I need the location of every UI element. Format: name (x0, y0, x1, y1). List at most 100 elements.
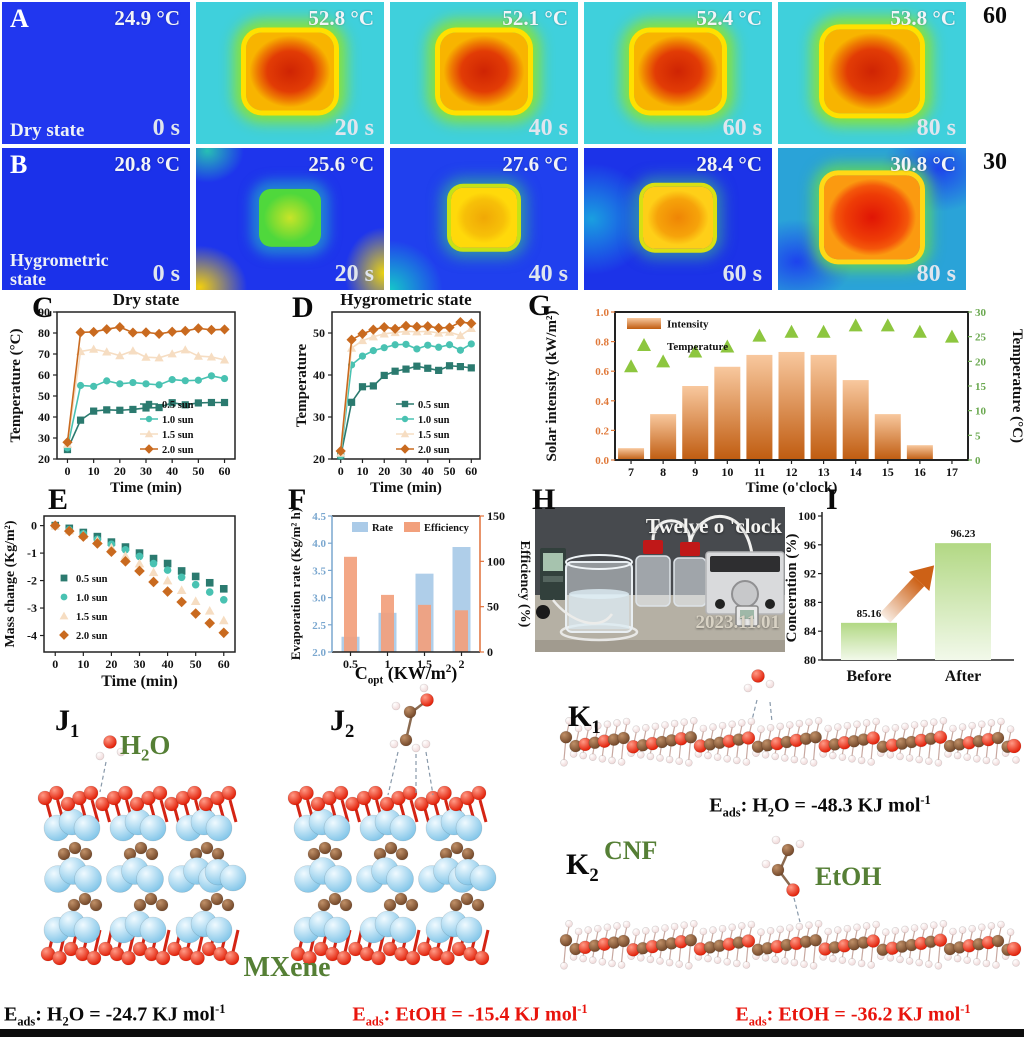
svg-text:2.5: 2.5 (312, 620, 326, 632)
svg-text:100: 100 (487, 554, 505, 568)
svg-text:14: 14 (850, 465, 862, 479)
thermal-frame-hyg-4: 30.8 °C 80 s (778, 148, 966, 290)
eads-mxene-etoh: Eads: EtOH = -15.4 KJ mol-1 (352, 1002, 588, 1029)
colorbar-min: 20 (983, 114, 1007, 140)
svg-text:0.6: 0.6 (595, 366, 609, 378)
svg-text:16: 16 (914, 465, 926, 479)
svg-text:1.0 sun: 1.0 sun (162, 415, 194, 426)
svg-text:12: 12 (786, 465, 798, 479)
panel-letter-b: B (10, 150, 28, 179)
svg-text:20: 20 (105, 657, 117, 671)
svg-text:90: 90 (38, 305, 50, 319)
svg-text:20: 20 (114, 464, 126, 478)
svg-text:30: 30 (38, 431, 50, 445)
panel-letter-f: F (288, 483, 307, 516)
temperature-readout: 28.4 °C (696, 152, 762, 176)
svg-text:0: 0 (975, 455, 981, 467)
svg-text:Before: Before (846, 668, 891, 685)
svg-text:1.0: 1.0 (595, 307, 609, 319)
svg-text:1.5 sun: 1.5 sun (162, 430, 194, 441)
svg-text:Dry state: Dry state (113, 290, 180, 309)
svg-text:2.0: 2.0 (312, 647, 326, 659)
svg-text:0.5 sun: 0.5 sun (162, 400, 194, 411)
panel-letter-k1: K1 (568, 700, 601, 738)
svg-text:40: 40 (166, 464, 178, 478)
temperature-readout: 27.6 °C (502, 152, 568, 176)
svg-text:0.5 sun: 0.5 sun (418, 400, 450, 411)
chart-E: 0 10 20 30 40 50 60 0 -1 -2 -3 -4 0.5 sun 1.0 sun 1.5 … (3, 515, 236, 690)
svg-text:0: 0 (52, 657, 58, 671)
h2o-molecule-j1 (95, 735, 126, 793)
time-stamp: 60 s (722, 261, 762, 287)
svg-text:0.4: 0.4 (595, 396, 609, 408)
thermal-frame-hyg-3: 28.4 °C 60 s (584, 148, 772, 290)
thermal-frame-dry-1: 52.8 °C 20 s (196, 2, 384, 144)
colorbar-min: 20 (983, 260, 1007, 286)
colorbar-max: 60 (983, 3, 1007, 29)
photo-date: 2023.11.01 (695, 612, 780, 633)
svg-text:0.0: 0.0 (595, 455, 609, 467)
svg-text:4.5: 4.5 (312, 511, 326, 523)
time-stamp: 40 s (528, 261, 568, 287)
state-label-dry: Dry state (10, 119, 85, 141)
svg-text:40: 40 (313, 368, 325, 382)
chart-D: 0 10 20 30 40 50 60 20 30 40 50 Hygrometric state 0.… (294, 290, 481, 496)
hot-spot (634, 32, 722, 111)
temperature-readout: 52.4 °C (696, 6, 762, 30)
panel-letter-c: C (32, 291, 54, 324)
svg-text:30: 30 (975, 307, 987, 319)
svg-text:30: 30 (140, 464, 152, 478)
thermal-frame-dry-3: 52.4 °C 60 s (584, 2, 772, 144)
svg-text:1.0 sun: 1.0 sun (418, 415, 450, 426)
panel-letter-i: I (826, 483, 838, 516)
svg-text:70: 70 (38, 347, 50, 361)
panel-letter-e: E (48, 483, 69, 516)
svg-text:50: 50 (444, 464, 456, 478)
time-stamp: 20 s (334, 261, 374, 287)
svg-text:40: 40 (422, 464, 434, 478)
hot-spot (440, 32, 528, 111)
f-xlabel: Copt (KW/m2) (354, 663, 458, 687)
svg-text:-3: -3 (27, 601, 37, 615)
svg-text:Time (min): Time (min) (101, 673, 178, 690)
svg-text:85.16: 85.16 (857, 608, 882, 620)
svg-text:60: 60 (218, 657, 230, 671)
time-stamp: 40 s (528, 115, 568, 141)
svg-text:92: 92 (804, 567, 816, 581)
hot-spot (643, 186, 713, 249)
chart-I: 80 84 88 92 96 100 85.16 Before 96.23 After Concer… (784, 509, 1014, 685)
svg-text:Temperature (°C): Temperature (°C) (1009, 329, 1024, 443)
photo-caption: Twelve o 'clock (645, 514, 782, 538)
svg-text:84: 84 (804, 624, 816, 638)
hot-spot (824, 29, 920, 114)
svg-text:80: 80 (38, 326, 50, 340)
cnf-label: CNF (604, 836, 658, 865)
svg-text:2: 2 (459, 657, 465, 671)
svg-text:150: 150 (487, 509, 505, 523)
svg-text:88: 88 (804, 595, 816, 609)
h2o-label: H2O (120, 730, 171, 765)
svg-text:15: 15 (975, 381, 987, 393)
svg-text:60: 60 (219, 464, 231, 478)
svg-text:1.5: 1.5 (417, 657, 432, 671)
svg-text:2.0 sun: 2.0 sun (76, 631, 108, 642)
svg-text:2.0 sun: 2.0 sun (162, 445, 194, 456)
time-stamp: 0 s (152, 115, 180, 141)
svg-text:After: After (945, 668, 981, 685)
panel-letter-a: A (10, 4, 29, 33)
svg-text:Temperature: Temperature (667, 341, 728, 353)
thermal-frame-hyg-1: 25.6 °C 20 s (196, 148, 384, 290)
thermal-frame-dry-2: 52.1 °C 40 s (390, 2, 578, 144)
chart-C: 0 10 20 30 40 50 60 20 30 40 50 60 70 80 90 Dry state 0.… (8, 290, 236, 496)
svg-text:50: 50 (192, 464, 204, 478)
svg-text:0: 0 (31, 519, 37, 533)
svg-text:Time (o'clock): Time (o'clock) (746, 480, 838, 496)
svg-text:-4: -4 (27, 629, 37, 643)
svg-text:96.23: 96.23 (951, 528, 976, 540)
svg-text:3.0: 3.0 (312, 593, 326, 605)
svg-text:0.8: 0.8 (595, 337, 609, 349)
svg-text:Temperature: Temperature (294, 344, 310, 428)
svg-text:20: 20 (975, 356, 987, 368)
svg-text:10: 10 (356, 464, 368, 478)
temperature-readout: 25.6 °C (308, 152, 374, 176)
